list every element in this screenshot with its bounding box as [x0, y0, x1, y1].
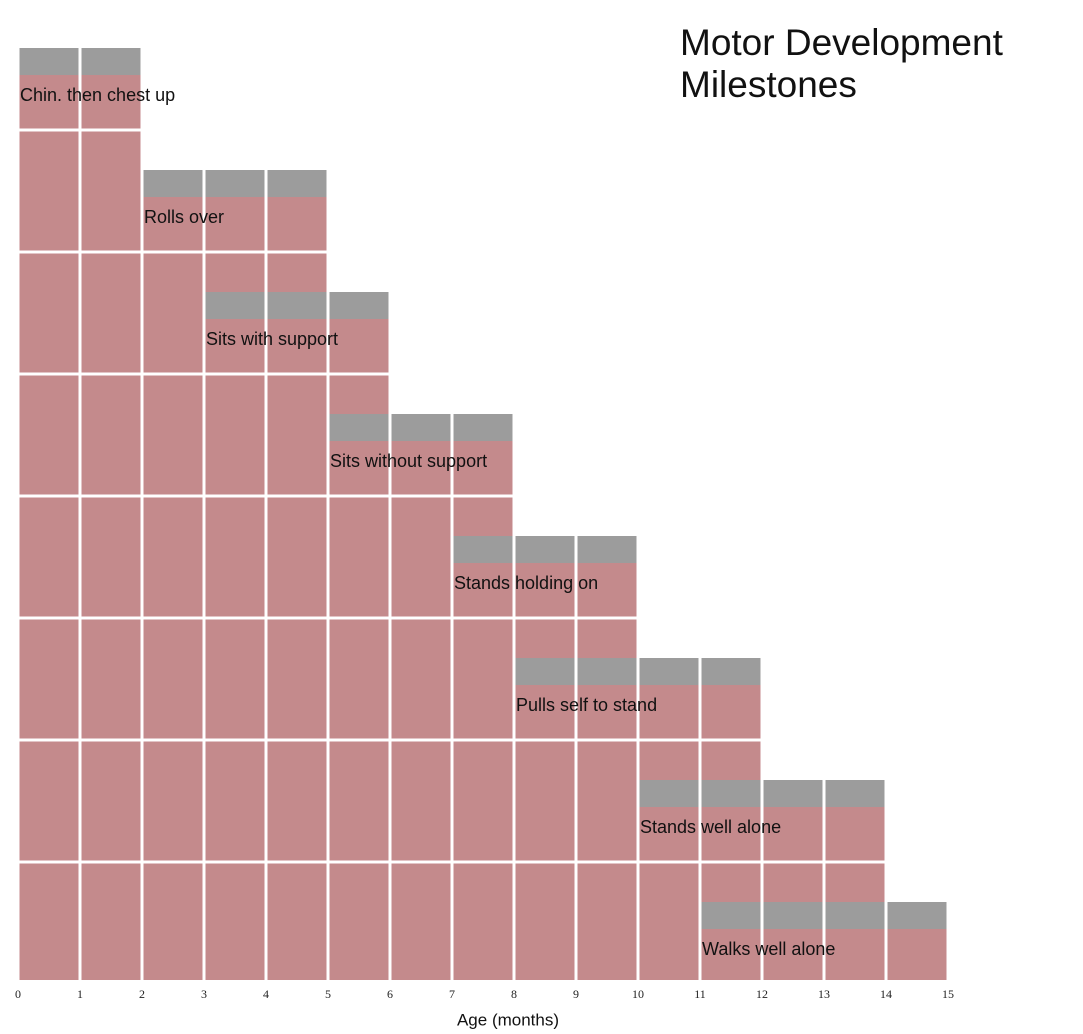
- x-tick-label: 15: [942, 987, 954, 1001]
- x-tick-label: 4: [263, 987, 269, 1001]
- milestone-label: Rolls over: [144, 207, 224, 227]
- x-tick-label: 0: [15, 987, 21, 1001]
- x-tick-label: 2: [139, 987, 145, 1001]
- milestone-label: Pulls self to stand: [516, 695, 657, 715]
- page: Age (months) Chin. then chest up Rolls ov…: [0, 0, 1083, 1034]
- milestone-label: Sits with support: [206, 329, 338, 349]
- onset-strip: [328, 414, 514, 441]
- onset-strip: [452, 536, 638, 563]
- x-tick-label: 8: [511, 987, 517, 1001]
- onset-strip: [142, 170, 328, 197]
- x-tick-label: 11: [694, 987, 706, 1001]
- chart: Age (months) Chin. then chest up Rolls ov…: [0, 0, 1083, 1034]
- x-tick-label: 7: [449, 987, 455, 1001]
- milestone-label: Chin. then chest up: [20, 85, 175, 105]
- x-tick-label: 12: [756, 987, 768, 1001]
- x-tick-label: 14: [880, 987, 892, 1001]
- milestone-label: Stands well alone: [640, 817, 781, 837]
- x-axis-label: Age (months): [457, 1010, 559, 1029]
- milestone-label: Sits without support: [330, 451, 487, 471]
- x-tick-label: 1: [77, 987, 83, 1001]
- milestone-label: Walks well alone: [702, 939, 835, 959]
- chart-title: Motor Development Milestones: [680, 22, 1080, 106]
- x-tick-label: 10: [632, 987, 644, 1001]
- x-tick-label: 9: [573, 987, 579, 1001]
- x-tick-label: 5: [325, 987, 331, 1001]
- onset-strip: [204, 292, 390, 319]
- milestone-label: Stands holding on: [454, 573, 598, 593]
- x-tick-label: 13: [818, 987, 830, 1001]
- x-tick-label: 3: [201, 987, 207, 1001]
- x-tick-label: 6: [387, 987, 393, 1001]
